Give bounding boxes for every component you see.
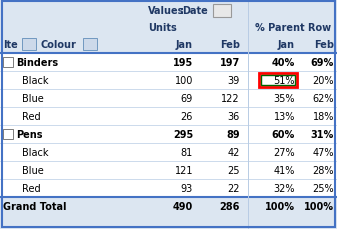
Bar — [0, 2, 337, 54]
Text: Jan: Jan — [176, 40, 193, 50]
Text: −: − — [4, 130, 11, 139]
Text: 69: 69 — [181, 94, 193, 104]
Text: Units: Units — [148, 23, 177, 33]
Text: 25%: 25% — [312, 183, 334, 193]
Text: 100: 100 — [175, 76, 193, 86]
Text: −: − — [4, 58, 11, 67]
Bar — [22, 39, 36, 51]
Text: Red: Red — [22, 183, 41, 193]
Text: 197: 197 — [220, 58, 240, 68]
Text: 62%: 62% — [312, 94, 334, 104]
Text: 490: 490 — [173, 202, 193, 212]
Text: 39: 39 — [228, 76, 240, 86]
Text: 32%: 32% — [274, 183, 295, 193]
Text: 28%: 28% — [312, 165, 334, 175]
Bar — [261, 76, 295, 86]
Text: 100%: 100% — [304, 202, 334, 212]
Text: Ite: Ite — [3, 40, 18, 50]
Text: Values: Values — [148, 6, 184, 16]
Text: 121: 121 — [175, 165, 193, 175]
Bar — [0, 197, 337, 216]
Text: 89: 89 — [226, 129, 240, 139]
Text: Grand Total: Grand Total — [3, 202, 66, 212]
Bar — [3, 129, 13, 139]
Text: 286: 286 — [220, 202, 240, 212]
Bar — [259, 74, 297, 88]
Text: ▼: ▼ — [87, 42, 93, 48]
Text: 100%: 100% — [265, 202, 295, 212]
Text: Binders: Binders — [16, 58, 58, 68]
Text: Feb: Feb — [314, 40, 334, 50]
Text: 195: 195 — [173, 58, 193, 68]
Text: :: : — [180, 6, 184, 16]
Text: Black: Black — [22, 147, 49, 157]
Text: Blue: Blue — [22, 165, 44, 175]
Text: 40%: 40% — [272, 58, 295, 68]
Text: 22: 22 — [227, 183, 240, 193]
Text: 36: 36 — [228, 112, 240, 121]
Text: 20%: 20% — [312, 76, 334, 86]
Text: % Parent Row: % Parent Row — [255, 23, 331, 33]
Text: Date: Date — [182, 6, 208, 16]
Text: 93: 93 — [181, 183, 193, 193]
Text: 13%: 13% — [274, 112, 295, 121]
Bar — [83, 39, 97, 51]
Text: Black: Black — [22, 76, 49, 86]
Text: Colour: Colour — [40, 40, 76, 50]
Text: Jan: Jan — [278, 40, 295, 50]
Text: 27%: 27% — [273, 147, 295, 157]
Text: 42: 42 — [227, 147, 240, 157]
Text: 41%: 41% — [274, 165, 295, 175]
Text: ▼: ▼ — [26, 42, 32, 48]
Text: 295: 295 — [173, 129, 193, 139]
Text: Feb: Feb — [220, 40, 240, 50]
Text: 18%: 18% — [313, 112, 334, 121]
Text: 26: 26 — [181, 112, 193, 121]
Text: 51%: 51% — [274, 76, 295, 86]
Text: Blue: Blue — [22, 94, 44, 104]
Bar — [0, 54, 337, 197]
Text: 122: 122 — [221, 94, 240, 104]
Text: 47%: 47% — [312, 147, 334, 157]
Text: 35%: 35% — [274, 94, 295, 104]
Text: 31%: 31% — [311, 129, 334, 139]
Text: 69%: 69% — [311, 58, 334, 68]
Text: Pens: Pens — [16, 129, 42, 139]
Bar — [213, 5, 231, 17]
Text: 25: 25 — [227, 165, 240, 175]
Text: 60%: 60% — [272, 129, 295, 139]
Text: ▼: ▼ — [219, 6, 225, 15]
Text: Red: Red — [22, 112, 41, 121]
Text: 81: 81 — [181, 147, 193, 157]
Bar — [3, 58, 13, 68]
